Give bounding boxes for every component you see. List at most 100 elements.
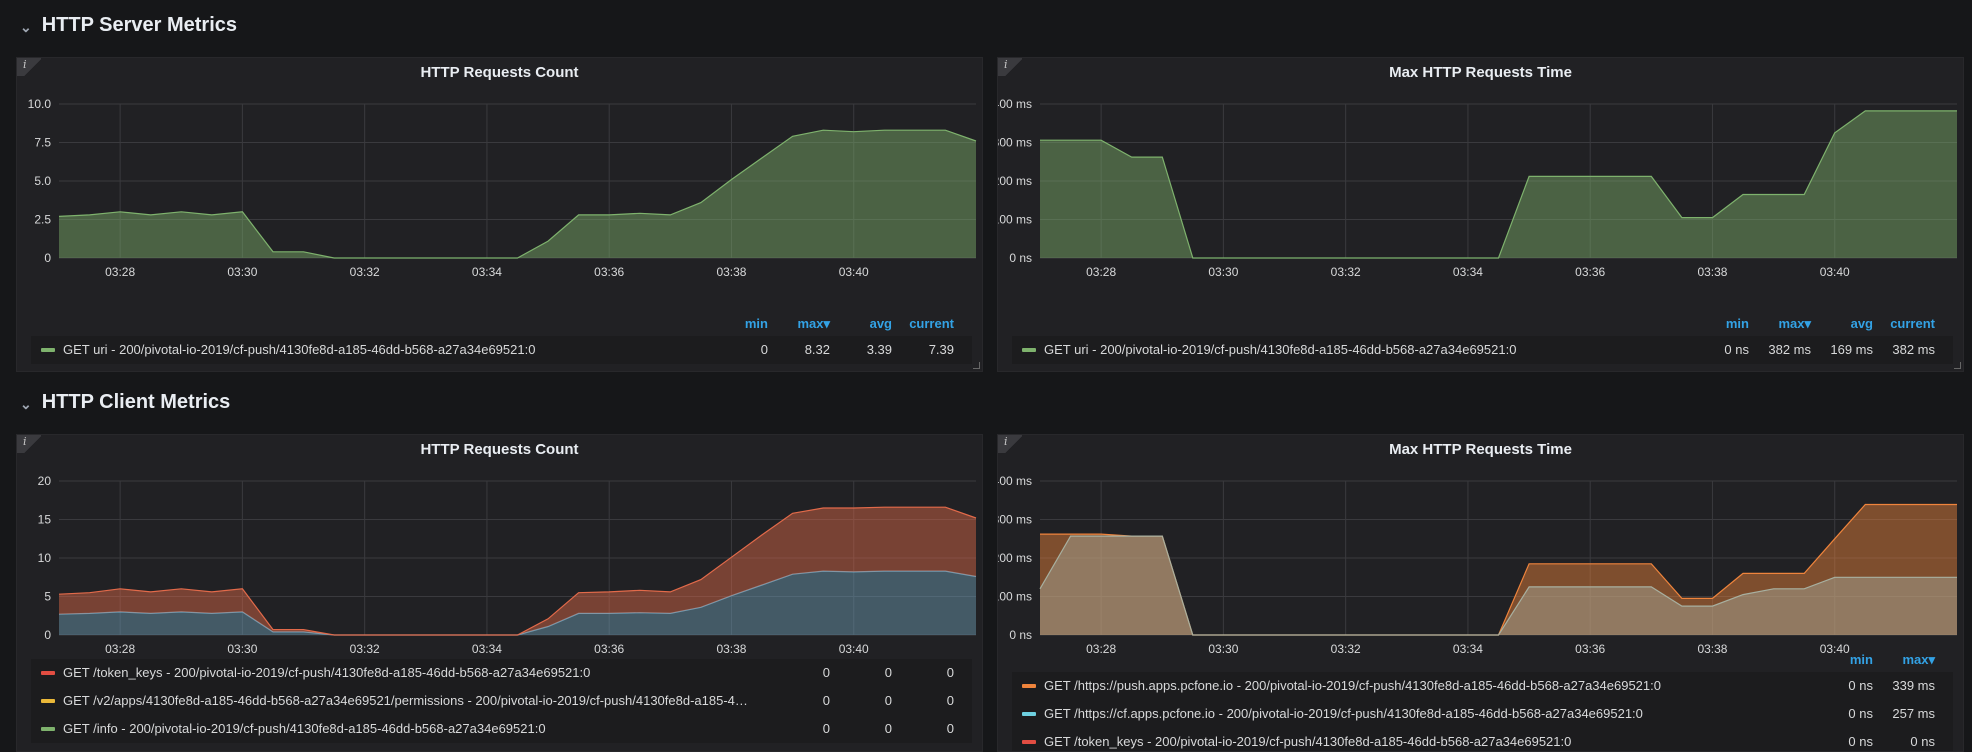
y-tick-label: 5 [44, 590, 51, 604]
legend-item[interactable]: GET uri - 200/pivotal-io-2019/cf-push/41… [31, 336, 972, 364]
x-tick-label: 03:30 [227, 642, 257, 656]
legend-item[interactable]: GET /token_keys - 200/pivotal-io-2019/cf… [31, 659, 972, 687]
legend-value: 0 [946, 665, 954, 680]
legend: GET /token_keys - 200/pivotal-io-2019/cf… [31, 659, 972, 743]
legend-series-name[interactable]: GET uri - 200/pivotal-io-2019/cf-push/41… [1044, 342, 1517, 357]
legend-item[interactable]: GET /token_keys - 200/pivotal-io-2019/cf… [1012, 728, 1953, 751]
y-tick-label: 400 ms [998, 97, 1032, 111]
legend-value: 339 ms [1892, 678, 1935, 693]
info-icon[interactable]: i [17, 435, 41, 453]
legend-value: 0 [946, 693, 954, 708]
series-color-swatch[interactable] [41, 671, 55, 675]
legend-column-header[interactable]: min [1725, 316, 1749, 331]
series-color-swatch[interactable] [1022, 740, 1036, 744]
legend-series-name[interactable]: GET /https://push.apps.pcfone.io - 200/p… [1044, 678, 1661, 693]
y-tick-label: 20 [38, 474, 52, 488]
legend-value: 0 ns [1848, 734, 1873, 749]
chart-area: 0 5 10 15 20 03:28 03:30 03:32 03:34 03:36 03:38 03… [38, 474, 977, 656]
panel-server-max-requests-time: i Max HTTP Requests Time 0 ns 100 ms 200 m… [997, 57, 1964, 372]
legend-column-header[interactable]: avg [869, 316, 892, 331]
panel-title[interactable]: Max HTTP Requests Time [1389, 64, 1572, 81]
legend-column-header[interactable]: avg [1850, 316, 1873, 331]
legend-column-header[interactable]: max▾ [797, 316, 830, 331]
legend-column-header[interactable]: min [744, 316, 768, 331]
x-tick-label: 03:36 [1575, 265, 1605, 279]
series-color-swatch[interactable] [41, 727, 55, 731]
y-tick-label: 300 ms [998, 136, 1032, 150]
series-area [59, 571, 976, 635]
legend-series-name[interactable]: GET /v2/apps/4130fe8d-a185-46dd-b568-a27… [63, 693, 750, 708]
chevron-down-icon[interactable]: ⌄ [20, 18, 32, 35]
legend-value: 3.39 [866, 342, 892, 357]
info-icon[interactable]: i [998, 435, 1022, 453]
resize-handle[interactable] [973, 362, 980, 369]
x-tick-label: 03:36 [594, 265, 624, 279]
legend-item[interactable]: GET /v2/apps/4130fe8d-a185-46dd-b568-a27… [31, 687, 972, 715]
y-tick-label: 200 ms [998, 174, 1032, 188]
row-header-http-server-metrics[interactable]: ⌄ HTTP Server Metrics [20, 5, 237, 45]
legend-item[interactable]: GET /info - 200/pivotal-io-2019/cf-push/… [31, 715, 972, 743]
series-line [58, 506, 977, 636]
legend-column-header[interactable]: current [909, 316, 954, 331]
series-color-swatch[interactable] [1022, 712, 1036, 716]
x-tick-label: 03:32 [1331, 642, 1361, 656]
legend-value: 0 [946, 721, 954, 736]
y-tick-label: 7.5 [34, 136, 51, 150]
legend-column-header[interactable]: min [1849, 652, 1873, 667]
row-header-http-client-metrics[interactable]: ⌄ HTTP Client Metrics [20, 382, 230, 422]
info-icon[interactable]: i [998, 58, 1022, 76]
legend-value: 0 [760, 342, 768, 357]
series-color-swatch[interactable] [41, 348, 55, 352]
x-tick-label: 03:30 [1208, 642, 1238, 656]
y-tick-label: 300 ms [998, 513, 1032, 527]
legend-series-name[interactable]: GET /token_keys - 200/pivotal-io-2019/cf… [63, 665, 591, 680]
series-line [1039, 535, 1957, 636]
legend-header: min max▾ [1012, 652, 1953, 672]
y-tick-label: 15 [38, 513, 52, 527]
panel-title[interactable]: HTTP Requests Count [420, 441, 579, 458]
series-color-swatch[interactable] [1022, 684, 1036, 688]
legend-item[interactable]: GET uri - 200/pivotal-io-2019/cf-push/41… [1012, 336, 1953, 364]
chart-area: 0 ns 100 ms 200 ms 300 ms 400 ms 03:28 03:30 03… [998, 474, 1957, 656]
x-tick-label: 03:36 [594, 642, 624, 656]
legend-item[interactable]: GET /https://push.apps.pcfone.io - 200/p… [1012, 672, 1953, 700]
y-tick-label: 0 [44, 628, 51, 642]
y-tick-label: 400 ms [998, 474, 1032, 488]
panel-title[interactable]: HTTP Requests Count [420, 64, 579, 81]
y-tick-label: 5.0 [34, 174, 51, 188]
x-tick-label: 03:30 [227, 265, 257, 279]
legend: min max▾ avg current GET uri - 200/pivotal-i… [1012, 316, 1953, 364]
legend-column-header[interactable]: current [1890, 316, 1935, 331]
y-tick-label: 10 [38, 551, 52, 565]
resize-handle[interactable] [1954, 362, 1961, 369]
y-tick-label: 100 ms [998, 590, 1032, 604]
chevron-down-icon[interactable]: ⌄ [20, 395, 32, 412]
legend-header: min max▾ avg current [1012, 316, 1953, 336]
series-color-swatch[interactable] [1022, 348, 1036, 352]
legend: min max▾ avg current GET uri - 200/pivotal-i… [31, 316, 972, 364]
legend: min max▾ GET /https://push.apps.pcfone.io … [1012, 652, 1953, 751]
legend-value: 8.32 [804, 342, 830, 357]
legend-column-header[interactable]: max▾ [1778, 316, 1811, 331]
legend-series-name[interactable]: GET uri - 200/pivotal-io-2019/cf-push/41… [63, 342, 536, 357]
legend-series-name[interactable]: GET /info - 200/pivotal-io-2019/cf-push/… [63, 721, 546, 736]
x-tick-label: 03:40 [1820, 265, 1850, 279]
series-area [1040, 536, 1957, 635]
legend-item[interactable]: GET /https://cf.apps.pcfone.io - 200/piv… [1012, 700, 1953, 728]
x-tick-label: 03:34 [472, 265, 502, 279]
info-icon[interactable]: i [17, 58, 41, 76]
panel-title[interactable]: Max HTTP Requests Time [1389, 441, 1572, 458]
legend-series-name[interactable]: GET /https://cf.apps.pcfone.io - 200/piv… [1044, 706, 1643, 721]
legend-series-name[interactable]: GET /token_keys - 200/pivotal-io-2019/cf… [1044, 734, 1572, 749]
x-tick-label: 03:34 [1453, 642, 1483, 656]
series-color-swatch[interactable] [41, 699, 55, 703]
y-tick-label: 0 ns [1009, 251, 1032, 265]
legend-column-header[interactable]: max▾ [1902, 652, 1935, 667]
x-tick-label: 03:32 [350, 642, 380, 656]
x-tick-label: 03:38 [716, 642, 746, 656]
chart-area: 0 2.5 5.0 7.5 10.0 03:28 03:30 03:32 03:34 03:36 0… [28, 97, 977, 279]
legend-value: 0 [884, 693, 892, 708]
x-tick-label: 03:40 [1820, 642, 1850, 656]
y-tick-label: 0 ns [1009, 628, 1032, 642]
x-tick-label: 03:30 [1208, 265, 1238, 279]
